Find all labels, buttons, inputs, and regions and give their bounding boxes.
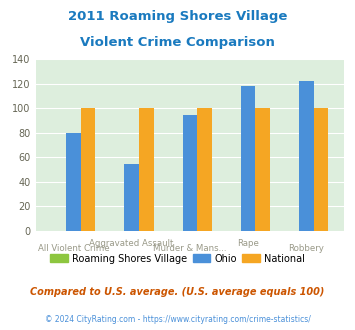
Bar xyxy=(124,164,139,231)
Bar xyxy=(81,109,95,231)
Text: © 2024 CityRating.com - https://www.cityrating.com/crime-statistics/: © 2024 CityRating.com - https://www.city… xyxy=(45,314,310,324)
Legend: Roaming Shores Village, Ohio, National: Roaming Shores Village, Ohio, National xyxy=(47,249,308,267)
Bar xyxy=(66,133,81,231)
Text: Violent Crime Comparison: Violent Crime Comparison xyxy=(80,36,275,49)
Bar xyxy=(139,109,153,231)
Text: Robbery: Robbery xyxy=(289,244,324,253)
Bar xyxy=(256,109,270,231)
Bar xyxy=(241,86,256,231)
Text: Murder & Mans...: Murder & Mans... xyxy=(153,244,227,253)
Text: Compared to U.S. average. (U.S. average equals 100): Compared to U.S. average. (U.S. average … xyxy=(30,287,325,297)
Bar xyxy=(314,109,328,231)
Text: 2011 Roaming Shores Village: 2011 Roaming Shores Village xyxy=(68,10,287,23)
Text: Aggravated Assault: Aggravated Assault xyxy=(89,239,174,248)
Bar xyxy=(182,115,197,231)
Text: Rape: Rape xyxy=(237,239,259,248)
Bar xyxy=(197,109,212,231)
Bar xyxy=(299,82,314,231)
Text: All Violent Crime: All Violent Crime xyxy=(38,244,109,253)
